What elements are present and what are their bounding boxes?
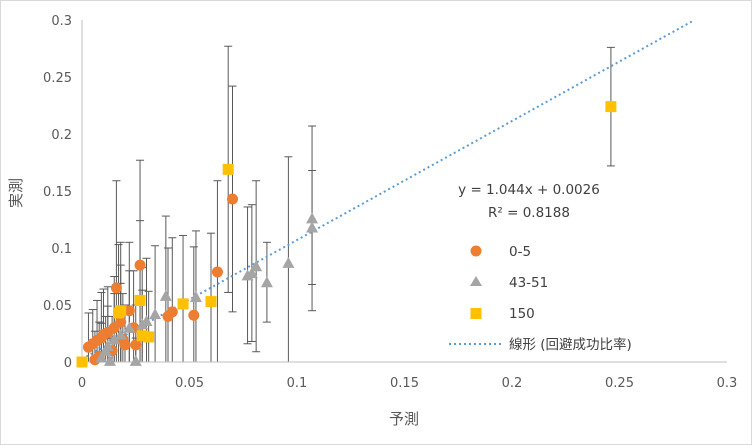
data-point-150 [177, 298, 189, 310]
x-tick-label: 0.15 [390, 376, 419, 391]
data-point-150 [136, 330, 148, 342]
x-axis-title: 予測 [389, 410, 419, 428]
x-tick-label: 0.05 [175, 376, 204, 391]
legend-label-trendline: 線形 (回避成功比率) [509, 336, 632, 353]
data-point-0-5 [115, 316, 127, 328]
y-tick-label: 0 [64, 356, 72, 371]
data-point-0-5 [119, 339, 131, 351]
data-point-43-51 [103, 354, 116, 366]
data-point-43-51 [245, 267, 258, 279]
x-tick-label: 0 [78, 376, 86, 391]
y-tick-label: 0.2 [51, 128, 72, 143]
y-tick-label: 0.1 [51, 242, 72, 257]
x-tick-label: 0.2 [502, 376, 523, 391]
data-point-150 [134, 294, 146, 306]
data-point-43-51 [101, 340, 114, 352]
legend-marker-43-51 [470, 276, 482, 286]
y-axis-title: 実測 [7, 178, 25, 208]
data-point-150 [115, 305, 127, 317]
data-point-43-51 [282, 256, 295, 268]
data-point-150 [605, 101, 617, 113]
data-point-43-51 [140, 314, 153, 326]
y-tick-label: 0.15 [43, 185, 72, 200]
data-points [76, 101, 617, 368]
data-point-0-5 [130, 339, 142, 351]
data-point-43-51 [250, 260, 263, 272]
data-point-0-5 [123, 305, 135, 317]
data-point-0-5 [110, 282, 122, 294]
data-point-43-51 [95, 351, 108, 363]
legend-label-43-51: 43-51 [509, 275, 548, 291]
data-point-43-51 [306, 221, 319, 233]
data-point-43-51 [129, 354, 142, 366]
trendline-r2: R² = 0.8188 [488, 205, 570, 221]
y-tick-label: 0.25 [43, 71, 72, 86]
legend-marker-0-5 [470, 245, 482, 257]
y-tick-label: 0.3 [51, 14, 72, 29]
data-point-43-51 [108, 333, 121, 345]
data-point-43-51 [189, 291, 202, 303]
data-point-150 [143, 331, 155, 343]
y-tick-labels: 0 0.05 0.1 0.15 0.2 0.25 0.3 [43, 14, 72, 371]
data-point-0-5 [188, 309, 200, 321]
data-point-43-51 [159, 289, 172, 301]
axes [81, 20, 727, 363]
trendline-equation: y = 1.044x + 0.0026 [458, 182, 600, 198]
legend-marker-150 [470, 308, 482, 319]
data-point-0-5 [166, 306, 178, 318]
x-tick-labels: 0 0.05 0.1 0.15 0.2 0.25 0.3 [78, 376, 737, 391]
data-point-43-51 [149, 308, 162, 320]
data-point-43-51 [123, 321, 136, 333]
y-tick-label: 0.05 [43, 299, 72, 314]
data-point-43-51 [260, 276, 273, 288]
data-point-150 [205, 296, 217, 308]
legend: 0-5 43-51 150 線形 (回避成功比率) [449, 244, 632, 353]
legend-label-0-5: 0-5 [509, 244, 531, 260]
data-point-0-5 [227, 193, 238, 205]
legend-label-150: 150 [509, 306, 535, 322]
data-point-0-5 [134, 259, 146, 271]
x-tick-label: 0.1 [287, 376, 308, 391]
x-tick-label: 0.25 [605, 376, 634, 391]
data-point-43-51 [114, 328, 127, 340]
data-point-150 [222, 163, 234, 175]
data-point-150 [76, 356, 88, 368]
data-point-0-5 [211, 266, 223, 278]
data-point-43-51 [306, 212, 319, 224]
x-tick-label: 0.3 [717, 376, 738, 391]
